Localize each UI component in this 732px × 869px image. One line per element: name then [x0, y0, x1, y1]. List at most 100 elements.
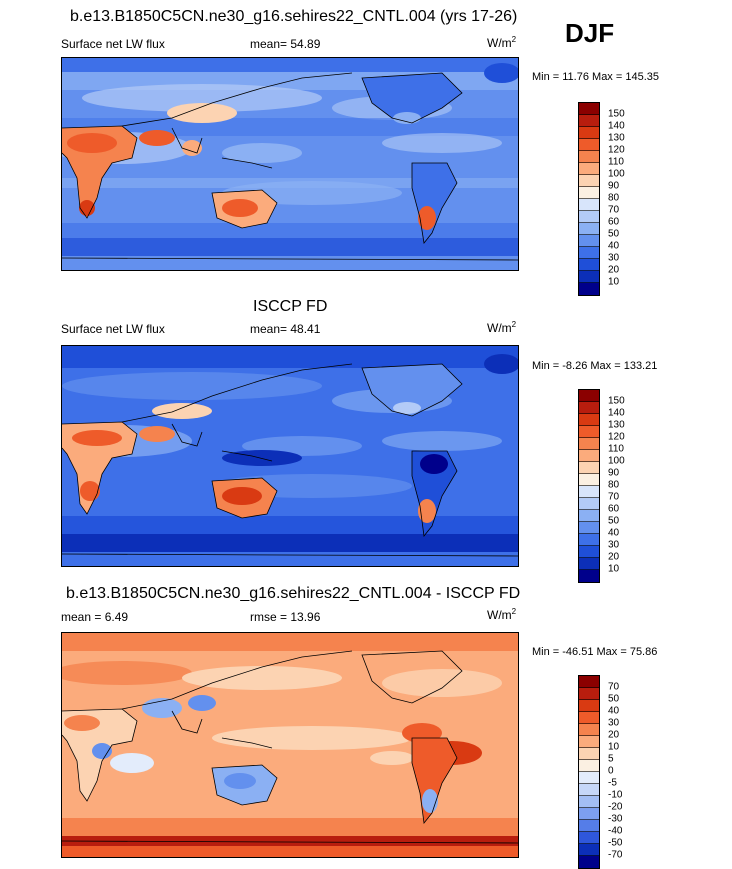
colorbar-tick-label: 130	[608, 132, 625, 144]
panel-2-variable-label: Surface net LW flux	[61, 322, 165, 336]
panel-1-mean-label: mean= 54.89	[250, 37, 321, 51]
colorbar-tick-label: 150	[608, 395, 625, 407]
panel-2-min-max: Min = -8.26 Max = 133.21	[532, 360, 658, 372]
colorbar-tick-label: 150	[608, 108, 625, 120]
colorbar-tick-label: 50	[608, 228, 620, 240]
colorbar-tick-label: 50	[608, 693, 620, 705]
colorbar-tick-label: 80	[608, 192, 620, 204]
colorbar-swatch	[579, 462, 599, 474]
colorbar-tick-label: 120	[608, 431, 625, 443]
colorbar-tick-label: 70	[608, 204, 620, 216]
colorbar-tick-label: 20	[608, 551, 620, 563]
colorbar-swatch	[579, 187, 599, 199]
colorbar-tick-label: 20	[608, 264, 620, 276]
colorbar-swatch	[579, 163, 599, 175]
colorbar-swatch	[579, 115, 599, 127]
colorbar-swatch	[579, 522, 599, 534]
panel-1-map-canvas	[62, 58, 518, 270]
panel-1-map	[61, 57, 519, 271]
colorbar-tick-label: 110	[608, 156, 624, 168]
colorbar-tick-label: -40	[608, 825, 623, 837]
colorbar-swatch	[579, 856, 599, 868]
colorbar-swatch	[579, 175, 599, 187]
colorbar-swatch	[579, 402, 599, 414]
colorbar-swatch	[579, 139, 599, 151]
colorbar-tick-label: 10	[608, 563, 620, 575]
colorbar-swatch	[579, 724, 599, 736]
colorbar-swatch	[579, 199, 599, 211]
colorbar-tick-label: 5	[608, 753, 614, 765]
colorbar-swatch	[579, 211, 599, 223]
colorbar-tick-label: 70	[608, 681, 620, 693]
colorbar-tick-label: 60	[608, 503, 620, 515]
colorbar-tick-label: 120	[608, 144, 625, 156]
panel-2-map	[61, 345, 519, 567]
colorbar-tick-label: 10	[608, 276, 620, 288]
colorbar-tick-label: 0	[608, 765, 614, 777]
panel-1-units-label: W/m2	[487, 35, 517, 50]
colorbar-tick-label: 50	[608, 515, 620, 527]
colorbar-swatch	[579, 844, 599, 856]
panel-1-title: b.e13.B1850C5CN.ne30_g16.sehires22_CNTL.…	[70, 8, 518, 25]
panel-2-colorbar	[578, 389, 600, 583]
colorbar-tick-label: 10	[608, 741, 620, 753]
panel-2-mean-label: mean= 48.41	[250, 322, 321, 336]
colorbar-swatch	[579, 688, 599, 700]
colorbar-tick-label: 90	[608, 467, 620, 479]
colorbar-swatch	[579, 486, 599, 498]
colorbar-swatch	[579, 748, 599, 760]
colorbar-swatch	[579, 784, 599, 796]
colorbar-swatch	[579, 534, 599, 546]
colorbar-swatch	[579, 760, 599, 772]
colorbar-swatch	[579, 426, 599, 438]
colorbar-swatch	[579, 223, 599, 235]
colorbar-swatch	[579, 558, 599, 570]
colorbar-swatch	[579, 832, 599, 844]
colorbar-tick-label: 140	[608, 407, 625, 419]
colorbar-tick-label: 90	[608, 180, 620, 192]
panel-3-map	[61, 632, 519, 858]
panel-3-rmse-label: rmse = 13.96	[250, 610, 321, 624]
panel-2-map-canvas	[62, 346, 518, 566]
colorbar-tick-label: 40	[608, 240, 620, 252]
panel-1-variable-label: Surface net LW flux	[61, 37, 165, 51]
colorbar-swatch	[579, 271, 599, 283]
season-label: DJF	[565, 18, 615, 48]
colorbar-swatch	[579, 510, 599, 522]
colorbar-tick-label: -20	[608, 801, 623, 813]
colorbar-swatch	[579, 700, 599, 712]
colorbar-tick-label: 110	[608, 443, 624, 455]
colorbar-swatch	[579, 498, 599, 510]
colorbar-tick-label: 40	[608, 527, 620, 539]
colorbar-tick-label: 140	[608, 120, 625, 132]
colorbar-swatch	[579, 570, 599, 582]
colorbar-swatch	[579, 712, 599, 724]
colorbar-tick-label: 30	[608, 539, 620, 551]
panel-2-title: ISCCP FD	[253, 298, 328, 315]
colorbar-tick-label: 30	[608, 717, 620, 729]
panel-3-title: b.e13.B1850C5CN.ne30_g16.sehires22_CNTL.…	[66, 585, 521, 602]
colorbar-tick-label: 40	[608, 705, 620, 717]
panel-1-min-max: Min = 11.76 Max = 145.35	[532, 71, 659, 83]
colorbar-swatch	[579, 808, 599, 820]
colorbar-tick-label: -30	[608, 813, 623, 825]
colorbar-swatch	[579, 736, 599, 748]
colorbar-swatch	[579, 438, 599, 450]
colorbar-swatch	[579, 247, 599, 259]
panel-3-colorbar	[578, 675, 600, 869]
panel-3-units-label: W/m2	[487, 607, 517, 622]
colorbar-tick-label: -5	[608, 777, 617, 789]
colorbar-tick-label: 80	[608, 479, 620, 491]
panel-1-colorbar	[578, 102, 600, 296]
colorbar-swatch	[579, 414, 599, 426]
colorbar-tick-label: 30	[608, 252, 620, 264]
colorbar-tick-label: 20	[608, 729, 620, 741]
colorbar-swatch	[579, 390, 599, 402]
colorbar-swatch	[579, 546, 599, 558]
colorbar-tick-label: 130	[608, 419, 625, 431]
colorbar-tick-label: 70	[608, 491, 620, 503]
colorbar-swatch	[579, 127, 599, 139]
colorbar-swatch	[579, 820, 599, 832]
colorbar-swatch	[579, 235, 599, 247]
colorbar-tick-label: -10	[608, 789, 623, 801]
